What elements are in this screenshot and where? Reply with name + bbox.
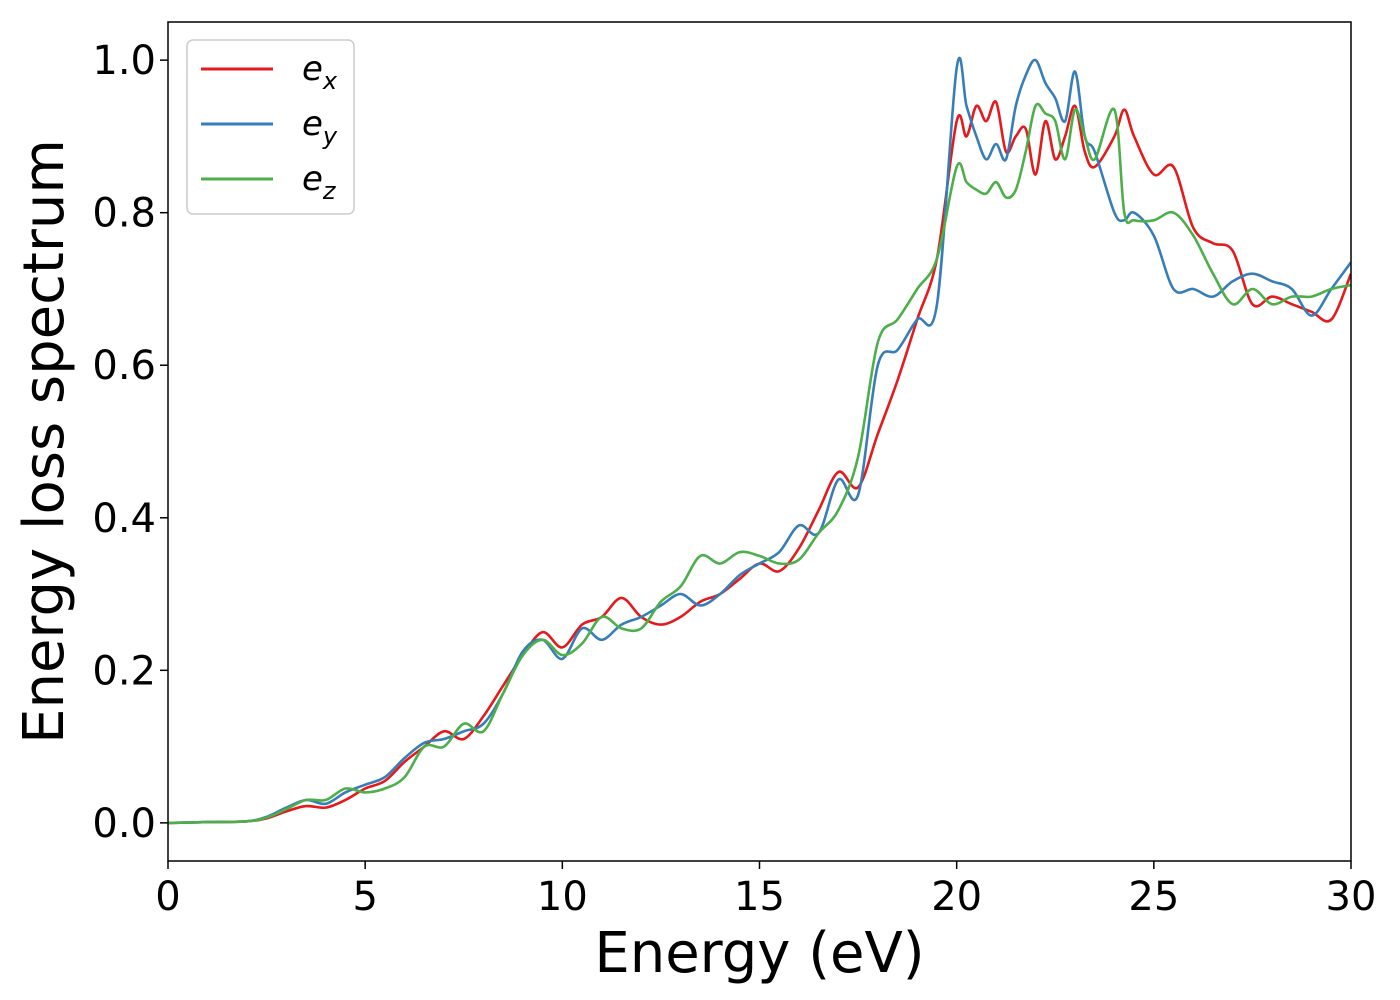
x-axis: 0 5 10 15 20 25 30 (155, 861, 1376, 920)
x-tick-label: 0 (155, 874, 180, 920)
series-layer (168, 56, 1351, 825)
legend-label-z: ez (302, 159, 337, 205)
y-axis-label: Energy loss spectrum (12, 139, 77, 744)
y-tick-label: 0.8 (92, 191, 156, 237)
x-tick-label: 30 (1326, 874, 1377, 920)
x-axis-label: Energy (eV) (594, 921, 924, 986)
legend: ex ey ez (186, 39, 355, 215)
y-tick-label: 0.6 (92, 343, 156, 389)
x-tick-label: 15 (734, 874, 785, 920)
y-tick-label: 1.0 (92, 38, 156, 84)
legend-label-y: ey (302, 104, 338, 150)
y-tick-label: 0.0 (92, 801, 156, 847)
x-tick-label: 20 (931, 874, 982, 920)
legend-box (186, 39, 355, 215)
series-line-z (168, 102, 1351, 825)
y-tick-label: 0.4 (92, 496, 156, 542)
y-tick-label: 0.2 (92, 648, 156, 694)
y-axis: 0.0 0.2 0.4 0.6 0.8 1.0 (92, 38, 168, 847)
x-tick-label: 10 (537, 874, 588, 920)
legend-label-x: ex (302, 49, 338, 95)
x-tick-label: 25 (1128, 874, 1179, 920)
series-line-y (168, 56, 1351, 825)
x-tick-label: 5 (352, 874, 377, 920)
